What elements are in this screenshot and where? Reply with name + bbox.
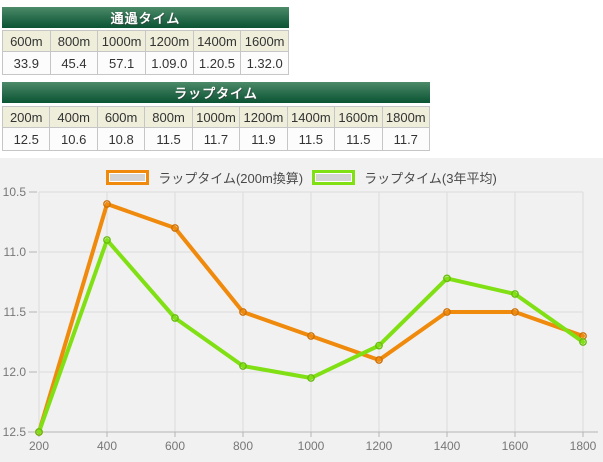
column-header: 400m bbox=[49, 106, 98, 128]
legend-swatch-3yr-average bbox=[312, 169, 356, 185]
legend-label-3yr-average: ラップタイム(3年平均) bbox=[364, 170, 497, 186]
y-tick-label: 11.0 bbox=[4, 245, 27, 259]
x-tick-label: 400 bbox=[97, 439, 117, 453]
y-tick-label: 12.0 bbox=[3, 365, 27, 379]
data-point-marker bbox=[443, 308, 451, 316]
x-tick-label: 1200 bbox=[366, 439, 393, 453]
x-tick-label: 1800 bbox=[570, 439, 597, 453]
legend-label-200m-conversion: ラップタイム(200m換算) bbox=[158, 170, 304, 186]
data-point-marker bbox=[103, 236, 111, 244]
chart-area: ラップタイム(200m換算) ラップタイム(3年平均) 200 400 600 800… bbox=[0, 158, 603, 462]
column-header: 1200m bbox=[144, 30, 194, 52]
column-header: 200m bbox=[1, 106, 51, 128]
data-point-marker bbox=[511, 308, 519, 316]
x-tick-label: 1400 bbox=[434, 439, 461, 453]
series-line bbox=[37, 202, 585, 434]
x-tick-label: 600 bbox=[165, 439, 185, 453]
column-header: 600m bbox=[2, 30, 51, 52]
cell-value: 33.9 bbox=[2, 51, 51, 75]
data-point-marker bbox=[171, 314, 179, 322]
legend-swatch-200m-conversion bbox=[106, 169, 150, 185]
lap-time-line-chart: 200 400 600 800 1000 1200 1400 1600 1800 10.5 11.0… bbox=[3, 185, 598, 453]
x-tick-label: 1000 bbox=[298, 439, 325, 453]
lap-time-title: ラップタイム bbox=[174, 86, 258, 101]
cell-value: 10.8 bbox=[96, 127, 146, 151]
pass-time-header-bar: 通過タイム bbox=[2, 7, 289, 28]
column-header: 600m bbox=[96, 106, 146, 128]
cell-value: 11.5 bbox=[286, 127, 336, 151]
chart-legend: ラップタイム(200m換算) ラップタイム(3年平均) bbox=[0, 168, 603, 186]
data-point-marker bbox=[239, 362, 247, 370]
cell-value: 45.4 bbox=[49, 51, 99, 75]
data-point-marker bbox=[239, 308, 247, 316]
data-point-marker bbox=[171, 224, 179, 232]
column-header: 1200m bbox=[239, 106, 288, 128]
column-header: 1600m bbox=[240, 30, 289, 52]
cell-value: 11.7 bbox=[381, 127, 430, 151]
data-point-marker bbox=[579, 338, 587, 346]
x-tick-label: 200 bbox=[29, 439, 49, 453]
data-point-marker bbox=[35, 428, 43, 436]
y-tick-label: 12.5 bbox=[3, 425, 27, 439]
cell-value: 11.5 bbox=[144, 127, 193, 151]
data-point-marker bbox=[307, 332, 315, 340]
cell-value: 11.5 bbox=[334, 127, 383, 151]
data-point-marker bbox=[511, 290, 519, 298]
cell-value: 11.9 bbox=[239, 127, 288, 151]
data-point-marker bbox=[443, 274, 451, 283]
cell-value: 10.6 bbox=[49, 127, 98, 151]
column-header: 1800m bbox=[381, 106, 430, 128]
x-tick-label: 1600 bbox=[502, 439, 529, 453]
pass-time-title: 通過タイム bbox=[110, 11, 181, 26]
y-tick-label: 11.5 bbox=[4, 305, 27, 319]
column-header: 1400m bbox=[192, 30, 242, 52]
lap-time-header-bar: ラップタイム bbox=[2, 82, 430, 103]
lap-time-table: 200m 400m 600m 800m 1000m 1200m 1400m 1600m 1800… bbox=[1, 106, 430, 151]
cell-value: 1.20.5 bbox=[192, 51, 242, 75]
data-point-marker bbox=[375, 356, 383, 364]
data-point-marker bbox=[307, 374, 315, 382]
data-point-marker bbox=[103, 200, 111, 208]
cell-value: 1.09.0 bbox=[144, 51, 194, 75]
cell-value: 57.1 bbox=[97, 51, 146, 75]
y-tick-label: 10.5 bbox=[3, 185, 27, 199]
column-header: 800m bbox=[49, 30, 99, 52]
x-tick-label: 800 bbox=[233, 439, 253, 453]
column-header: 1000m bbox=[191, 106, 241, 128]
series-line bbox=[37, 238, 585, 434]
column-header: 1600m bbox=[334, 106, 383, 128]
cell-value: 11.7 bbox=[191, 127, 241, 151]
column-header: 800m bbox=[144, 106, 193, 128]
data-point-marker bbox=[375, 341, 383, 350]
cell-value: 1.32.0 bbox=[240, 51, 289, 75]
pass-time-table: 600m 800m 1000m 1200m 1400m 1600m 33.9 45.4 57.1… bbox=[2, 30, 289, 75]
cell-value: 12.5 bbox=[1, 127, 51, 151]
column-header: 1400m bbox=[286, 106, 336, 128]
column-header: 1000m bbox=[97, 30, 146, 52]
